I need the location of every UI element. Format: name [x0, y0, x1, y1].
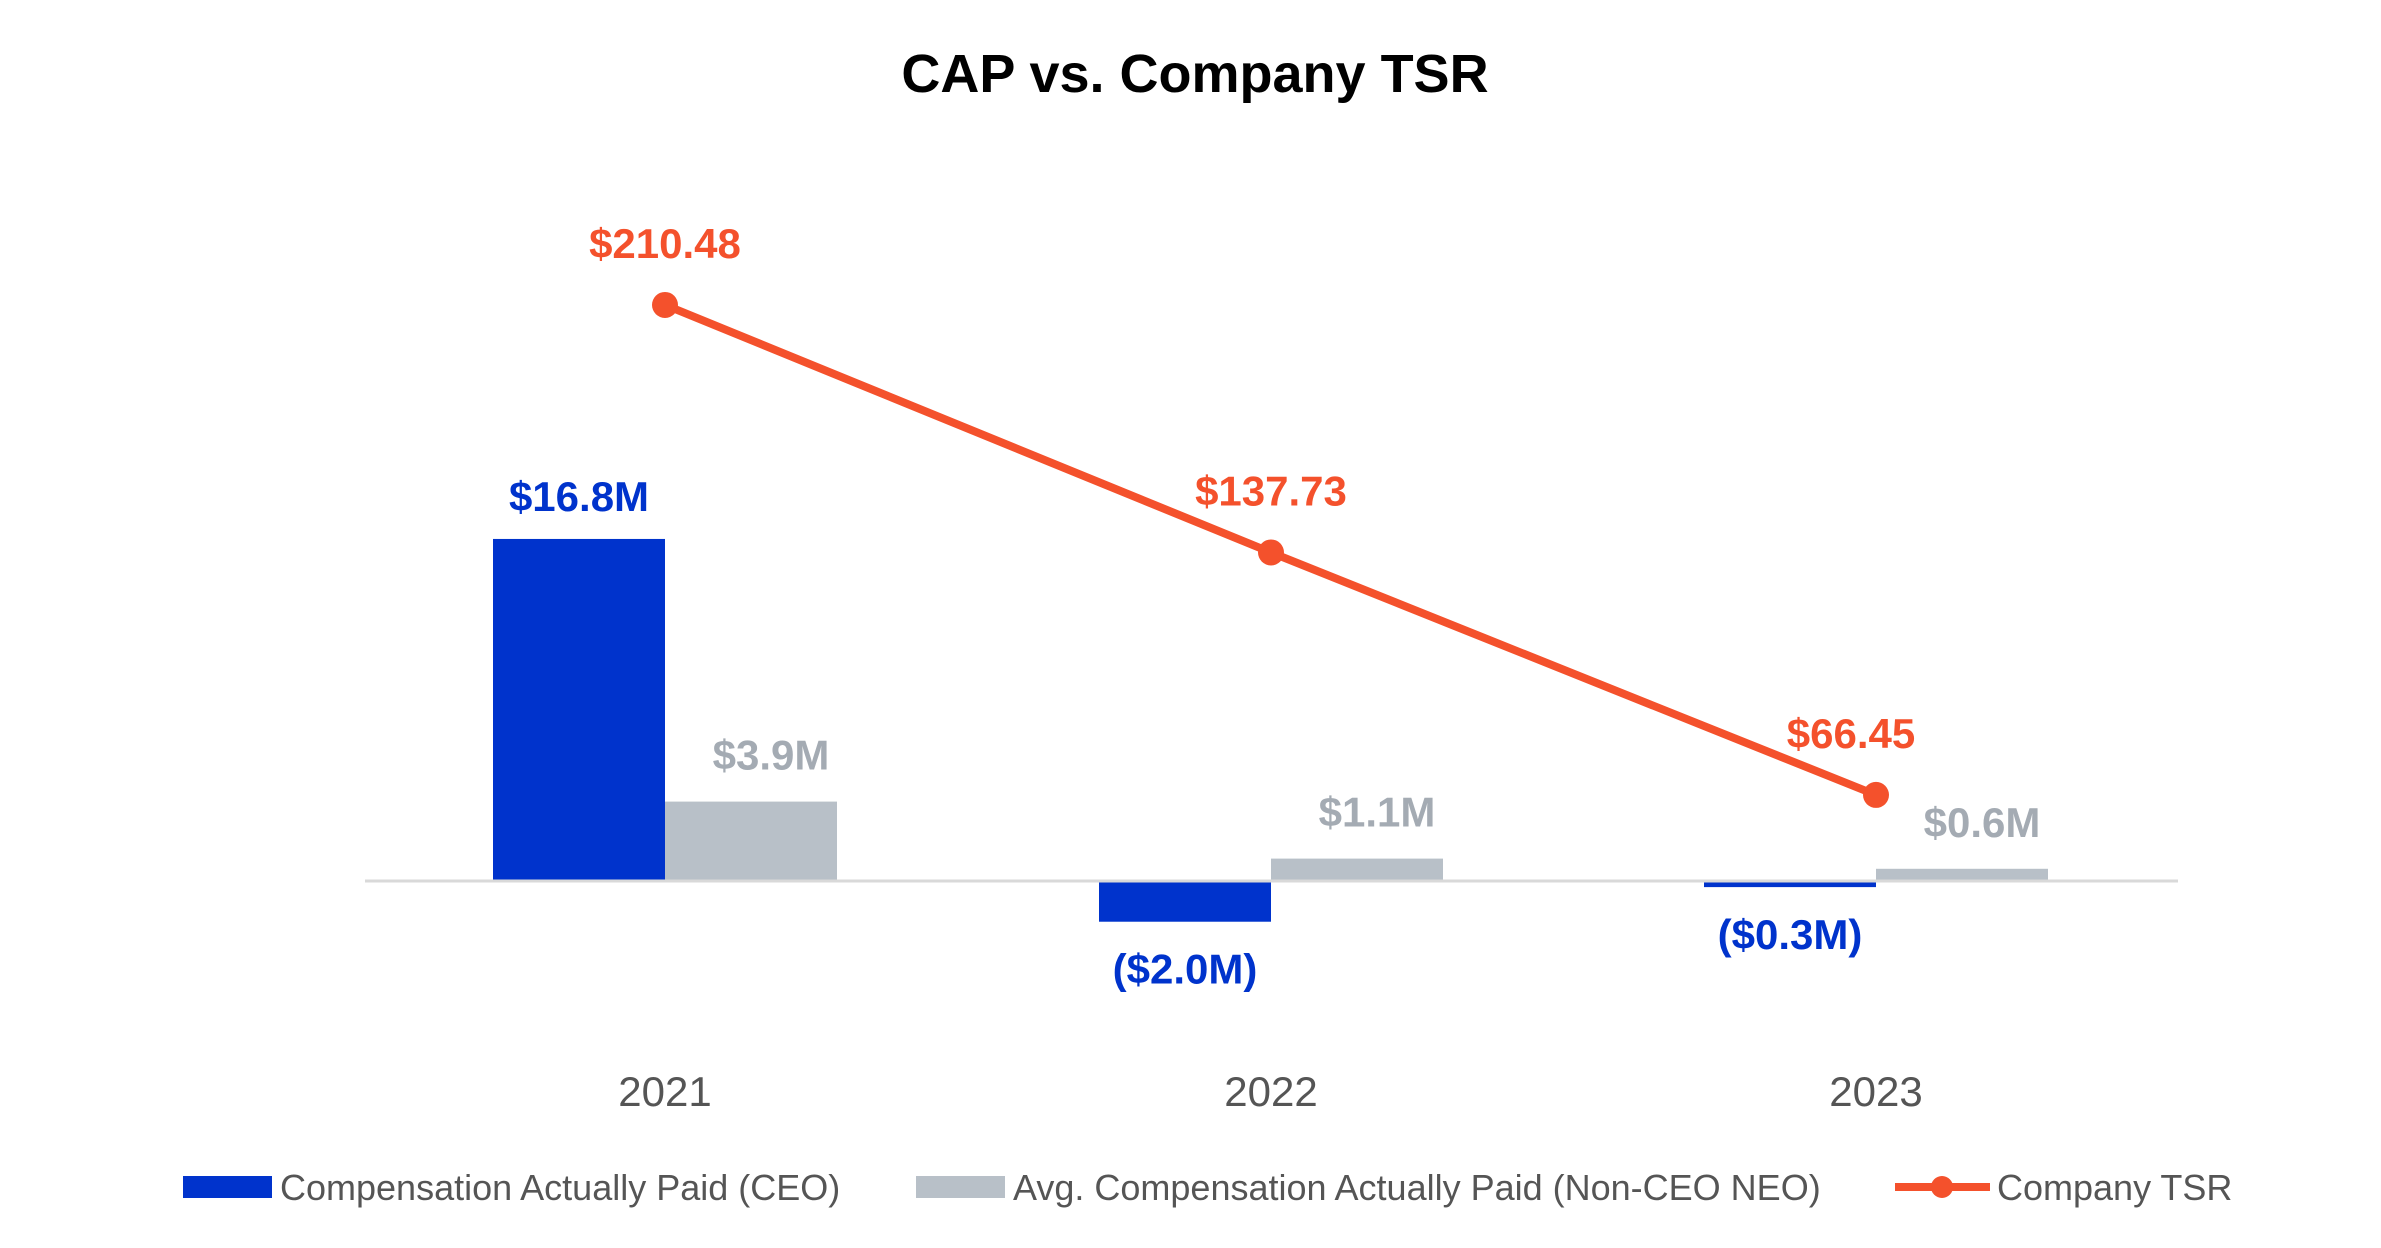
legend-swatch-ceo: [183, 1176, 272, 1198]
data-label-neo: $0.6M: [1924, 799, 2041, 846]
data-label-tsr: $137.73: [1195, 467, 1347, 514]
data-label-ceo: ($2.0M): [1113, 946, 1258, 993]
bar-ceo: [1704, 881, 1876, 888]
bar-neo: [1271, 858, 1443, 881]
legend-swatch-neo: [916, 1176, 1005, 1198]
tsr-point: [1863, 781, 1889, 808]
data-label-neo: $3.9M: [713, 732, 830, 779]
x-tick-label: 2021: [618, 1068, 711, 1115]
data-label-tsr: $210.48: [589, 220, 741, 267]
data-labels-layer: $16.8M $3.9M ($2.0M) $1.1M ($0.3M) $0.6M $210.…: [509, 220, 2040, 993]
legend: Compensation Actually Paid (CEO) Avg. Co…: [183, 1167, 2232, 1208]
data-label-ceo: ($0.3M): [1718, 911, 1863, 958]
tsr-line-layer: [652, 291, 1889, 808]
legend-label-ceo: Compensation Actually Paid (CEO): [280, 1167, 840, 1208]
legend-label-tsr: Company TSR: [1997, 1167, 2232, 1208]
bar-ceo: [493, 538, 665, 881]
x-tick-labels: 2021 2022 2023: [618, 1068, 1922, 1115]
bars-layer: [493, 538, 2048, 922]
data-label-neo: $1.1M: [1319, 789, 1436, 836]
legend-swatch-tsr-marker: [1931, 1176, 1953, 1198]
data-label-tsr: $66.45: [1787, 710, 1915, 757]
legend-label-neo: Avg. Compensation Actually Paid (Non-CEO…: [1013, 1167, 1821, 1208]
chart-title: CAP vs. Company TSR: [901, 44, 1488, 104]
x-tick-label: 2023: [1829, 1068, 1922, 1115]
bar-neo: [1876, 868, 2048, 881]
x-tick-label: 2022: [1224, 1068, 1317, 1115]
bar-neo: [665, 801, 837, 881]
tsr-point: [652, 291, 678, 318]
bar-ceo: [1099, 881, 1271, 922]
data-label-ceo: $16.8M: [509, 473, 649, 520]
tsr-point: [1258, 539, 1284, 566]
